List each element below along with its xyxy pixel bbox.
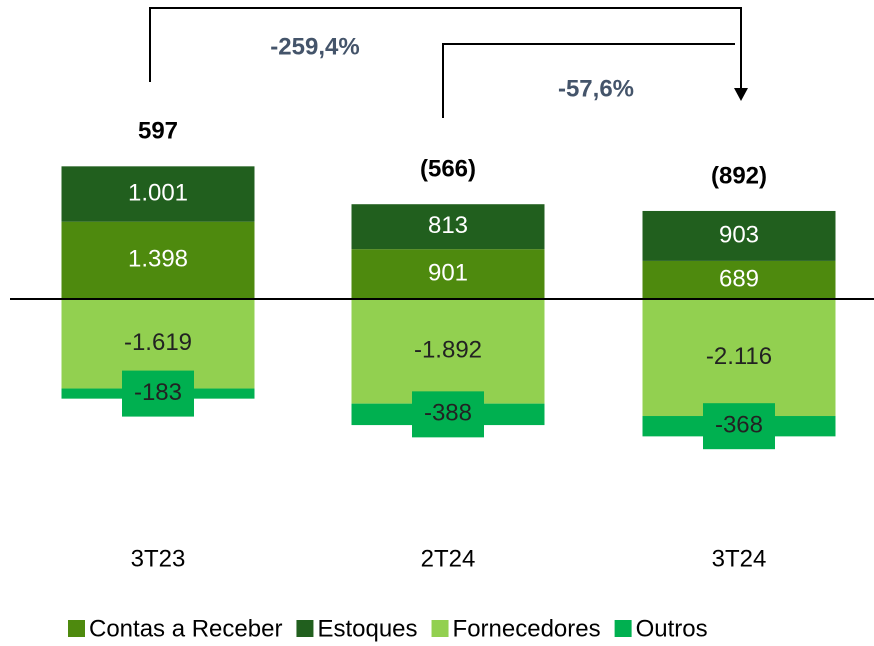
bar-segment [351, 204, 545, 250]
value-label: 689 [719, 265, 759, 292]
arrow-head [734, 88, 748, 101]
brackets [149, 7, 742, 118]
legend-label: Contas a Receber [89, 615, 282, 642]
label-box [703, 403, 775, 450]
bar-segment [61, 166, 255, 222]
value-label: 903 [719, 221, 759, 248]
total-label: 597 [138, 118, 178, 145]
bar-segment [642, 260, 836, 299]
value-label: -368 [715, 412, 763, 439]
legend-swatch [431, 620, 449, 637]
legend-swatch [68, 620, 85, 637]
label-box [122, 370, 194, 417]
x-tick-label: 3T24 [712, 545, 767, 572]
bar-segment [351, 299, 545, 404]
value-label: 1.398 [128, 246, 188, 273]
value-label: 901 [428, 259, 468, 286]
value-label: 813 [428, 212, 468, 239]
legend-label: Outros [636, 615, 708, 642]
bar-segment [642, 210, 836, 261]
legend-label: Fornecedores [453, 615, 601, 642]
total-label: (566) [420, 156, 476, 183]
value-label: 1.001 [128, 179, 188, 206]
value-label: -1.619 [124, 329, 192, 356]
annotation: -259,4% [270, 33, 359, 60]
value-label: -1.892 [414, 337, 482, 364]
bar-segment [351, 249, 545, 299]
total-label: (892) [711, 162, 767, 189]
bracket-1 [149, 7, 742, 92]
value-label: -2.116 [706, 343, 772, 370]
value-label: -183 [134, 379, 182, 406]
legend-swatch [614, 620, 632, 637]
bar-segment [61, 221, 255, 299]
x-tick-label: 3T23 [131, 545, 186, 572]
label-box [412, 391, 484, 438]
legend-label: Estoques [317, 615, 417, 642]
x-tick-label: 2T24 [421, 545, 476, 572]
value-label: -388 [424, 400, 472, 427]
annotation: -57,6% [558, 75, 634, 102]
legend-swatch [296, 620, 314, 637]
bracket-2 [442, 43, 735, 118]
bar-segment [642, 299, 836, 417]
